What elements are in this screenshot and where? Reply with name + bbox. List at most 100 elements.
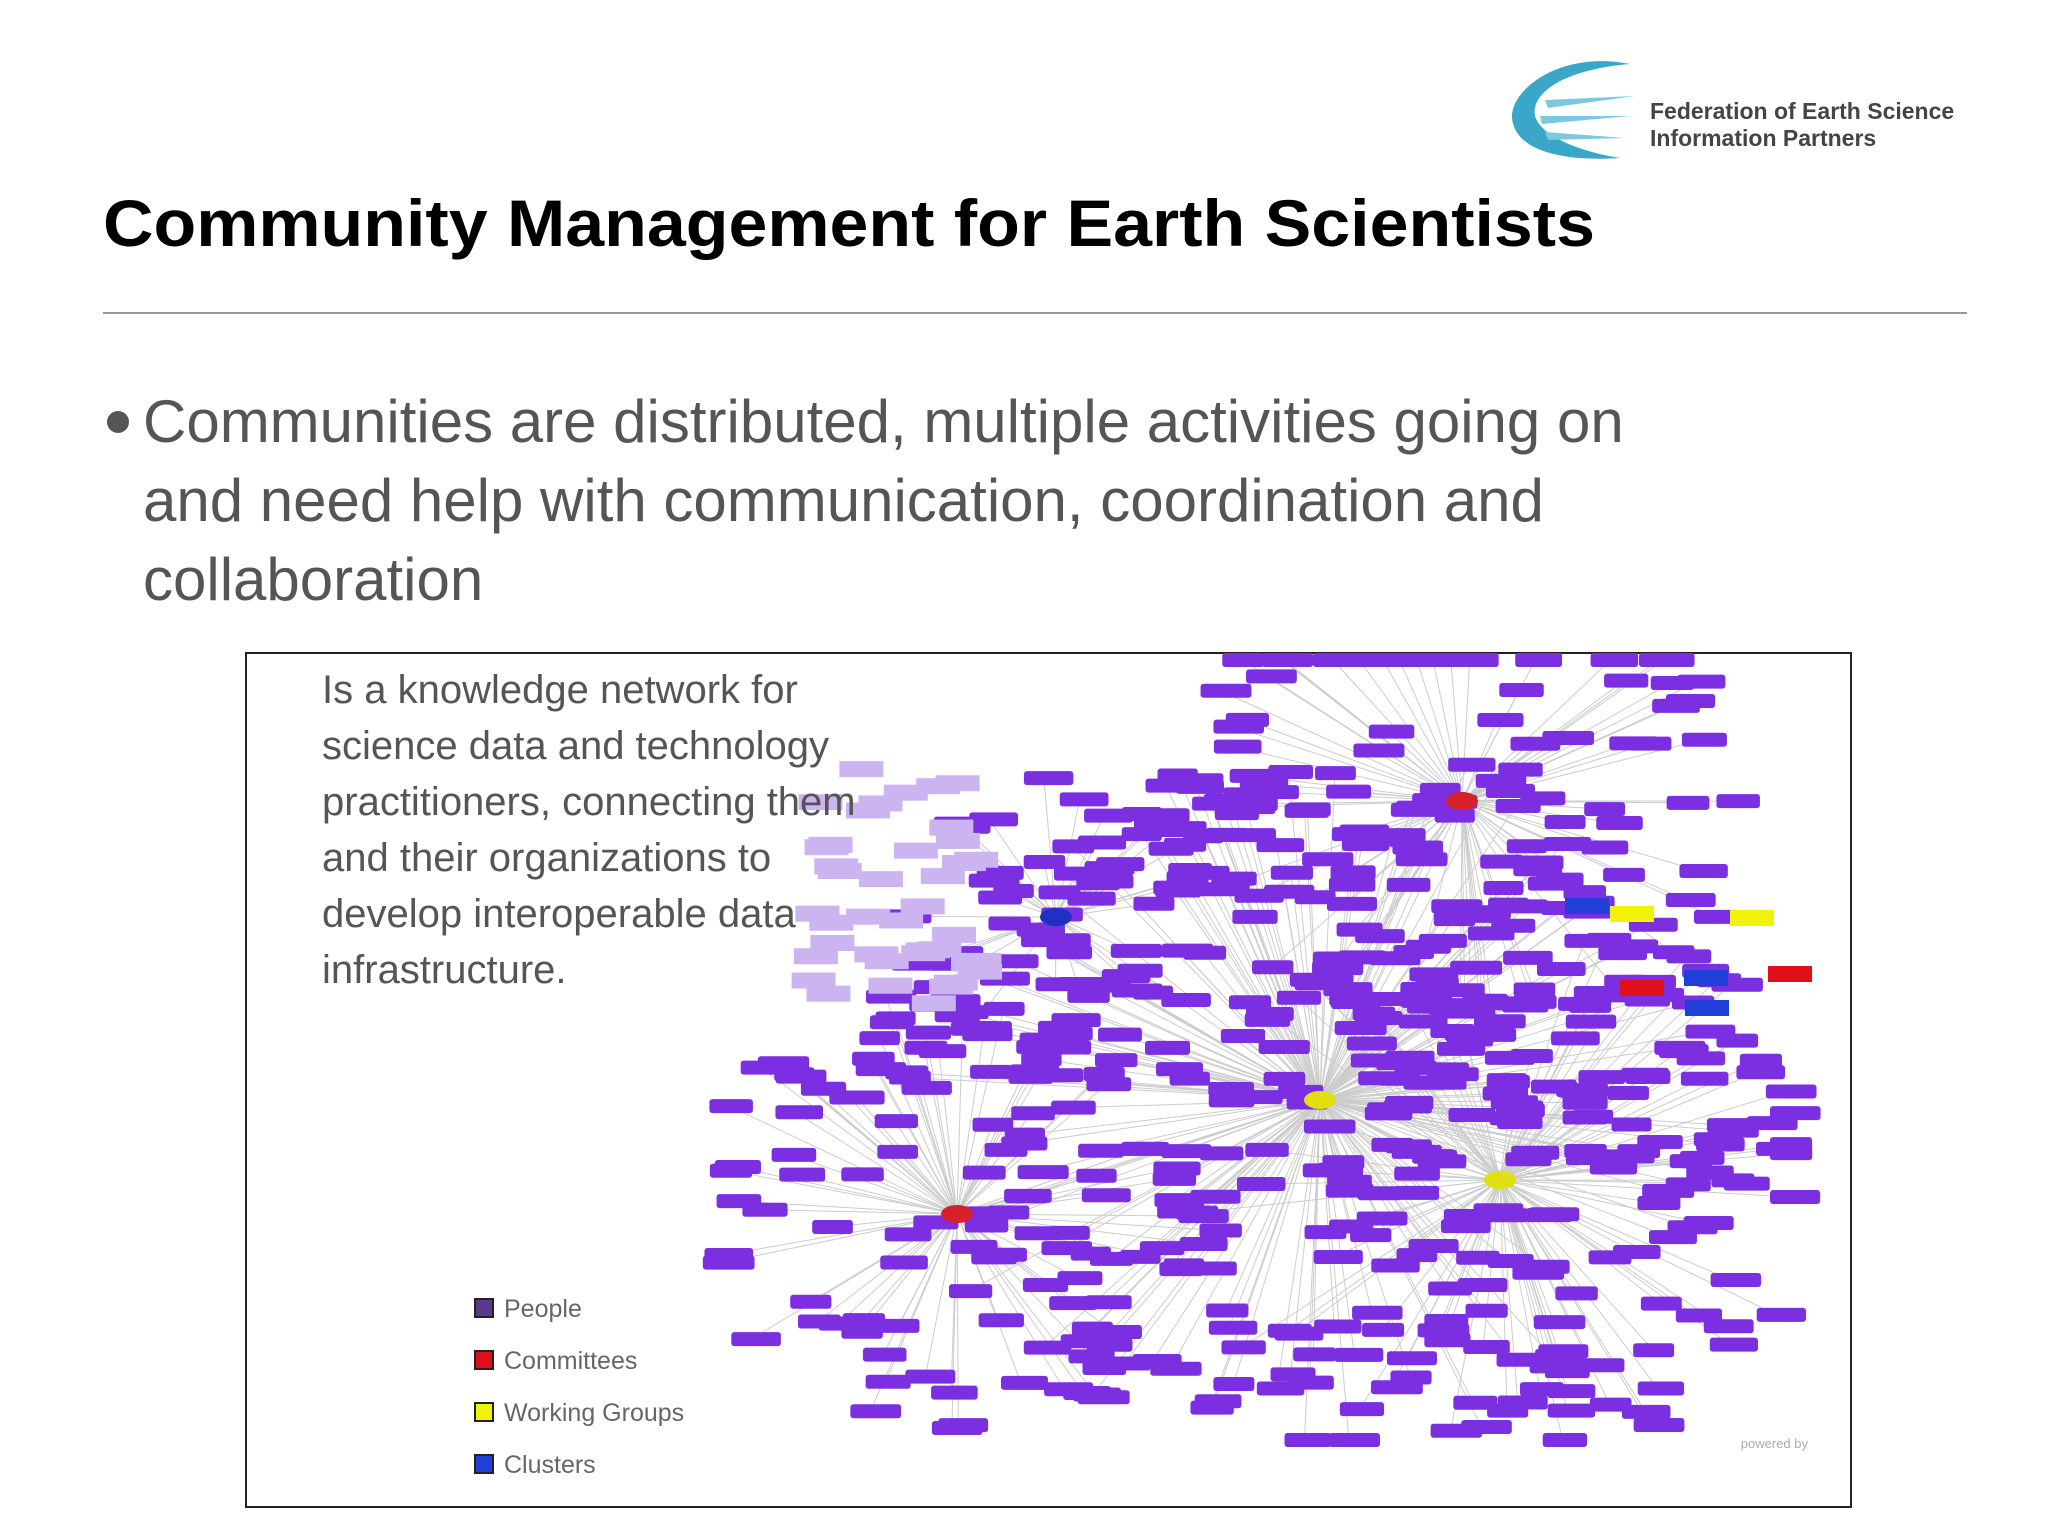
edge: [791, 1154, 958, 1215]
node: [1395, 852, 1448, 867]
node: [1477, 712, 1524, 727]
node: [1264, 884, 1315, 899]
node: [874, 1114, 918, 1129]
node: [1232, 909, 1278, 924]
node: [1503, 950, 1553, 965]
node: [1078, 1143, 1124, 1158]
node: [865, 1374, 911, 1389]
node: [1604, 673, 1649, 688]
node: [905, 1025, 952, 1040]
edge: [1319, 1099, 1465, 1217]
node: [964, 1218, 1009, 1233]
node: [1736, 1065, 1786, 1080]
node: [1117, 963, 1163, 978]
node: [1346, 1036, 1397, 1051]
node: [1400, 982, 1453, 997]
node: [1376, 1056, 1428, 1071]
node: [1666, 795, 1710, 810]
node: [1208, 1320, 1258, 1335]
node: [1625, 1069, 1671, 1084]
node: [742, 1202, 788, 1217]
node: [885, 1065, 929, 1080]
node: [1001, 1136, 1048, 1151]
node: [771, 1147, 817, 1162]
faded-node: [932, 926, 977, 943]
faded-node: [920, 868, 965, 885]
node: [1613, 1245, 1661, 1260]
node: [1367, 1102, 1411, 1117]
node: [1041, 1241, 1093, 1256]
node: [1161, 1144, 1212, 1159]
node: [1081, 1188, 1131, 1203]
node: [702, 1255, 755, 1270]
node: [1739, 1053, 1782, 1068]
node: [1198, 882, 1250, 897]
node: [1637, 1381, 1685, 1396]
node: [1573, 986, 1625, 1001]
node: [1004, 1188, 1052, 1203]
node: [1352, 1006, 1396, 1021]
node: [1163, 1258, 1205, 1273]
node: [1665, 892, 1716, 907]
node: [1391, 1144, 1442, 1159]
edge: [1319, 859, 1417, 1101]
edge: [1461, 743, 1531, 802]
node: [1679, 1150, 1725, 1165]
node: [1665, 693, 1716, 708]
node: [1330, 865, 1376, 880]
node: [1474, 1014, 1526, 1029]
node: [1068, 1349, 1115, 1364]
faded-node: [868, 977, 913, 994]
node: [1679, 863, 1728, 878]
node: [1111, 983, 1163, 998]
node: [1456, 1250, 1500, 1265]
edge: [933, 1099, 1321, 1223]
node: [1161, 943, 1213, 958]
node: [1304, 1225, 1347, 1240]
node: [1022, 1278, 1069, 1293]
node: [1528, 1207, 1580, 1222]
node: [1412, 793, 1458, 808]
edge: [1499, 1179, 1704, 1224]
node: [880, 1255, 928, 1270]
node: [859, 1031, 900, 1046]
faded-node: [791, 972, 836, 989]
node: [1268, 765, 1314, 780]
node: [1302, 852, 1354, 867]
node: [1756, 1307, 1807, 1322]
faded-node: [793, 948, 838, 965]
bullet-dot: [107, 411, 129, 433]
node: [1386, 1351, 1437, 1366]
node: [1021, 1052, 1062, 1067]
edge: [956, 1008, 1005, 1215]
caption-line: and their organizations to: [322, 836, 771, 880]
node: [1555, 1286, 1598, 1301]
legend-label: People: [504, 1295, 582, 1323]
node: [1145, 1040, 1191, 1055]
faded-node: [846, 908, 891, 925]
node: [1110, 943, 1163, 958]
edge: [938, 1051, 958, 1215]
edge: [1187, 869, 1321, 1101]
node: [1480, 854, 1524, 869]
node: [1589, 1160, 1638, 1175]
node: [1486, 1074, 1530, 1089]
node: [731, 1332, 781, 1347]
edge: [1499, 1179, 1697, 1316]
node: [988, 916, 1031, 931]
caption-line: science data and technology: [322, 724, 829, 768]
node: [1596, 815, 1643, 830]
edge: [1369, 1179, 1501, 1236]
node: [1073, 1387, 1122, 1402]
node: [1245, 1142, 1289, 1157]
node: [978, 890, 1023, 905]
node: [1723, 1176, 1770, 1191]
legend-label: Committees: [504, 1347, 637, 1375]
node: [1510, 1049, 1553, 1064]
node: [1051, 1100, 1096, 1115]
node: [1495, 799, 1541, 814]
node: [709, 1163, 753, 1178]
slide-title: Community Management for Earth Scientist…: [103, 186, 1595, 260]
node: [1175, 779, 1224, 794]
